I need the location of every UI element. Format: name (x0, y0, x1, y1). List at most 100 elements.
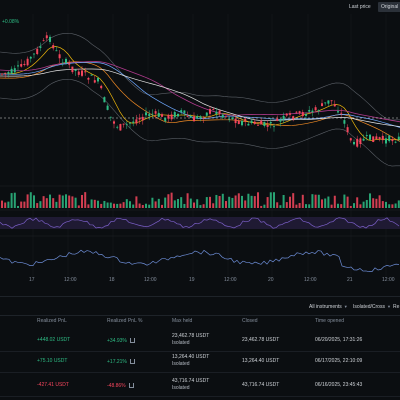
candle-body (173, 112, 176, 118)
volume-bar (279, 205, 282, 208)
candle-body (301, 112, 304, 117)
candle-body (183, 110, 186, 113)
volume-bar (285, 202, 288, 208)
candle-body (36, 48, 39, 55)
candle-body (311, 110, 314, 113)
candle-body (205, 112, 208, 116)
share-icon[interactable] (129, 359, 135, 364)
candle-body (97, 77, 99, 82)
candle-body (324, 102, 327, 104)
volume-bar (212, 203, 215, 208)
volume-bar (263, 204, 266, 208)
candle-body (285, 113, 288, 116)
volume-bar (87, 204, 90, 208)
candle-body (151, 113, 154, 115)
share-icon[interactable] (129, 338, 135, 343)
volume-bar (305, 204, 307, 208)
candle-body (388, 135, 391, 142)
time-tick: 12:00 (304, 277, 317, 283)
volume-bar (381, 201, 384, 208)
volume-bar (327, 196, 330, 208)
candle-body (109, 116, 112, 118)
max-held: 23,462.78 USDT (172, 333, 210, 339)
last-price-toggle[interactable]: Last price (349, 4, 371, 10)
table-row[interactable]: +75.10 USDT +17.21% 13,264.40 USDT Isola… (0, 347, 400, 373)
volume-bar (257, 192, 259, 208)
volume-bar (17, 205, 19, 208)
candle-body (189, 116, 192, 118)
candle-body (343, 120, 346, 124)
ma-line-white (0, 68, 400, 127)
candle-body (65, 58, 67, 64)
candle-body (125, 123, 128, 125)
table-row[interactable]: +448.02 USDT +34.93% 23,462.78 USDT Isol… (0, 326, 400, 352)
candle-body (257, 124, 259, 126)
chevron-down-icon: ▼ (343, 304, 348, 309)
candle-body (228, 118, 231, 120)
volume-bar (77, 205, 80, 208)
realized-pnl: +448.02 USDT (37, 337, 71, 343)
candle-body (84, 71, 87, 73)
volume-bar (74, 197, 77, 208)
candle-body (170, 114, 173, 120)
candle-body (260, 120, 263, 125)
volume-bar (148, 204, 151, 208)
realized-pnl-pct: +34.93% (107, 337, 135, 344)
volume-bar (183, 203, 186, 208)
candle-body (276, 118, 279, 121)
volume-bar (266, 197, 269, 208)
lower-indicator (0, 249, 400, 273)
margin-mode-filter[interactable]: Isolated/Cross ▼ (353, 304, 391, 310)
volume-bar (289, 196, 291, 208)
volume-bar (343, 194, 346, 208)
bollinger-bands (0, 32, 400, 167)
candle-body (215, 111, 218, 115)
candle-body (106, 105, 109, 110)
time-axis: 17 12:00 18 12:00 19 12:00 20 12:00 21 1… (0, 277, 400, 287)
volume-bar (215, 194, 218, 208)
volume-bar (218, 196, 221, 208)
volume-bar (276, 202, 279, 208)
volume-histogram (1, 192, 400, 208)
candle-body (349, 138, 352, 141)
candle-body (7, 72, 10, 74)
candle-body (45, 35, 48, 39)
candle-body (90, 74, 93, 76)
candle-body (132, 121, 135, 123)
volume-bar (177, 198, 179, 208)
time-opened: 06/16/2025, 23:45:43 (315, 382, 363, 388)
volume-bar (260, 205, 263, 208)
volume-bar (113, 203, 115, 208)
column-header-pnl-pct: Realized PnL % (107, 318, 143, 324)
candle-body (71, 66, 74, 73)
candle-body (305, 114, 307, 116)
volume-bar (90, 199, 93, 208)
table-row[interactable]: -427.41 USDT -48.86% 43,716.74 USDT Isol… (0, 371, 400, 397)
margin-type: Isolated (172, 361, 190, 367)
candle-body (250, 120, 253, 124)
candle-body (180, 110, 183, 113)
candle-body (193, 116, 195, 122)
volume-bar (42, 196, 45, 208)
price-chart[interactable] (0, 14, 400, 294)
candle-body (353, 141, 355, 145)
rsi-line (0, 217, 400, 229)
extra-filter[interactable]: Re (393, 304, 400, 310)
volume-bar (119, 203, 122, 208)
volume-bar (189, 198, 192, 208)
original-view-button[interactable]: Original (378, 2, 400, 12)
instrument-filter[interactable]: All instruments ▼ (309, 304, 348, 310)
time-tick: 12:00 (382, 277, 395, 283)
history-filters: All instruments ▼ Isolated/Cross ▼ Re (0, 304, 400, 314)
candle-body (289, 113, 291, 115)
candle-body (61, 62, 64, 64)
volume-bar (234, 195, 237, 208)
time-tick: 12:00 (224, 277, 237, 283)
max-held: 43,716.74 USDT (172, 378, 210, 384)
volume-bar (10, 193, 13, 208)
share-icon[interactable] (128, 383, 134, 388)
candle-body (241, 120, 243, 126)
closed-amount: 23,462.78 USDT (242, 337, 280, 343)
volume-bar (231, 197, 234, 208)
volume-bar (362, 201, 365, 208)
